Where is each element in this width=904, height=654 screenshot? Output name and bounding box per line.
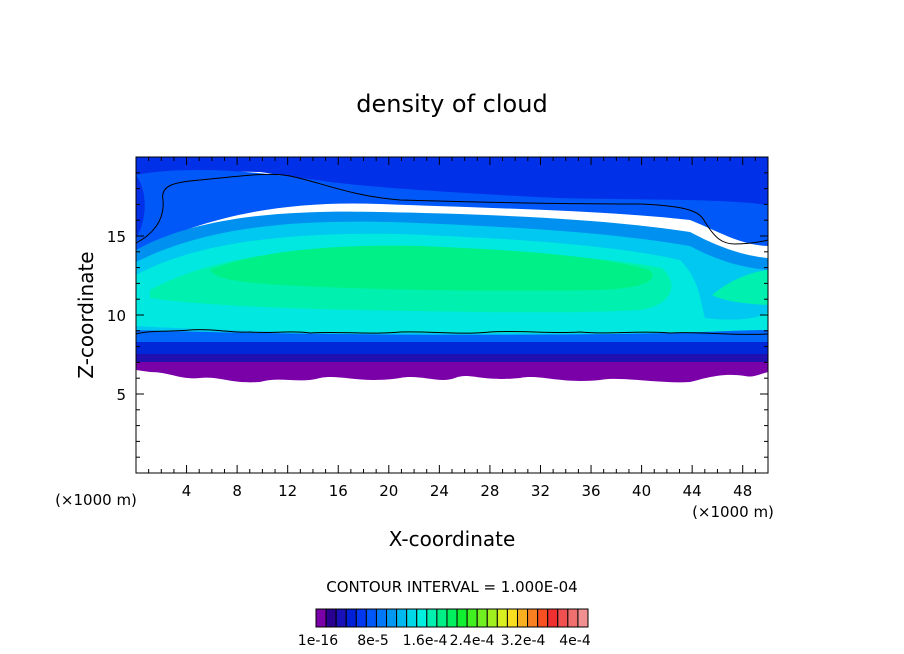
band-purple-base (136, 362, 768, 383)
colorbar-swatch (557, 608, 569, 628)
x-tick-label: 24 (430, 482, 449, 500)
x-tick-label: 16 (329, 482, 348, 500)
colorbar-swatch (547, 608, 559, 628)
colorbar-swatch (577, 608, 589, 628)
colorbar-label: 3.2e-4 (501, 633, 546, 649)
colorbar-swatch (436, 608, 448, 628)
colorbar-swatch (456, 608, 468, 628)
colorbar-swatch (396, 608, 408, 628)
colorbar-swatch (335, 608, 347, 628)
contour-line-upper (136, 173, 768, 245)
x-tick-label: 20 (379, 482, 398, 500)
colorbar-label: 2.4e-4 (450, 633, 495, 649)
colorbar-label: 8e-5 (357, 633, 388, 649)
x-unit-label-right: (×1000 m) (692, 503, 774, 521)
colorbar-swatch (527, 608, 539, 628)
cloud-density-field (136, 157, 768, 473)
band-green (210, 245, 653, 291)
colorbar-swatch (537, 608, 549, 628)
colorbar-swatch (386, 608, 398, 628)
colorbar-swatch (506, 608, 518, 628)
colorbar-swatch (446, 608, 458, 628)
x-tick-label: 28 (480, 482, 499, 500)
axis-ticks (136, 157, 768, 473)
colorbar-swatch (355, 608, 367, 628)
colorbar-swatch (416, 608, 428, 628)
contour-line-lower (136, 329, 768, 335)
x-tick-label: 36 (581, 482, 600, 500)
colorbar-labels: 1e-16 8e-5 1.6e-4 2.4e-4 3.2e-4 4e-4 (298, 633, 591, 649)
x-tick-label: 8 (232, 482, 242, 500)
colorbar-swatch (345, 608, 357, 628)
y-tick-label: 10 (107, 307, 126, 325)
colorbar-swatch (325, 608, 337, 628)
colorbar-swatch (486, 608, 498, 628)
colorbar-swatch (476, 608, 488, 628)
colorbar-label: 4e-4 (559, 633, 591, 649)
x-tick-label: 32 (531, 482, 550, 500)
y-tick-label: 5 (116, 386, 126, 404)
colorbar-swatch (365, 608, 377, 628)
colorbar-swatch (516, 608, 529, 628)
colorbar-swatch (567, 608, 579, 628)
x-tick-label: 12 (278, 482, 297, 500)
chart-title: density of cloud (356, 90, 547, 118)
colorbar (315, 608, 589, 628)
x-tick-labels: 4 8 12 16 20 24 28 32 36 40 44 48 (182, 482, 752, 500)
x-unit-label-left: (×1000 m) (55, 491, 137, 509)
y-tick-label: 15 (107, 228, 126, 246)
colorbar-swatch (496, 608, 508, 628)
colorbar-swatch (466, 608, 478, 628)
colorbar-swatch (315, 608, 327, 628)
x-axis-title: X-coordinate (389, 527, 516, 551)
x-tick-label: 40 (632, 482, 651, 500)
x-tick-label: 48 (733, 482, 752, 500)
colorbar-label: 1e-16 (298, 633, 338, 649)
x-tick-label: 44 (683, 482, 702, 500)
x-tick-label: 4 (182, 482, 192, 500)
contour-interval-label: CONTOUR INTERVAL = 1.000E-04 (326, 578, 577, 596)
y-tick-labels: 5 10 15 (107, 228, 126, 404)
colorbar-swatch (406, 608, 418, 628)
band-aquagreen-right (712, 270, 768, 305)
band-blue-mid (136, 170, 768, 252)
y-axis-title: Z-coordinate (74, 251, 98, 378)
colorbar-swatch (375, 608, 388, 628)
colorbar-swatch (426, 608, 438, 628)
colorbar-label: 1.6e-4 (403, 633, 448, 649)
